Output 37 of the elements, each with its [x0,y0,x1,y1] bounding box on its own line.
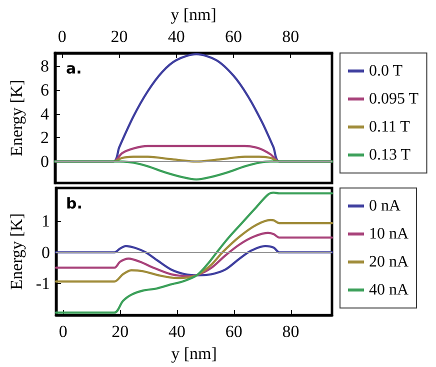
x-tick-label: 80 [282,27,300,46]
annotation: a. [66,60,82,78]
y-tick-label: 0 [40,152,49,172]
legend-label: 0.11 T [369,118,410,136]
y-tick-label: 2 [40,128,49,148]
y-tick-label: 8 [40,56,49,76]
legend-label: 10 nA [369,226,409,242]
y-tick-label: 6 [40,80,49,100]
x-tick-label: 40 [168,322,186,342]
line-series [54,160,334,181]
y-tick-label: 1 [42,211,50,230]
line-series [54,232,334,278]
legend-label: 20 nA [369,254,409,270]
line-series [54,244,334,276]
annotation: b. [66,194,82,212]
x-tick-label: 0 [58,322,68,342]
x-tick-label: 0 [58,27,66,46]
y-tick-label: 0 [42,242,50,262]
x-axis-title: y [nm] [171,344,217,363]
legend-label: 0.0 T [369,62,403,80]
x-tick-label: 40 [168,27,185,46]
y-tick-label: -1 [36,274,50,294]
x-tick-label: 80 [282,322,300,342]
line-series [54,192,334,314]
line-series [54,218,334,283]
y-axis-title: Energy [K] [7,80,26,156]
x-tick-label: 20 [112,322,129,342]
x-tick-label: 60 [225,322,242,342]
x-tick-label: 20 [110,27,128,46]
legend-label: 0.13 T [369,146,411,164]
y-axis-title: Energy [K] [7,213,26,290]
legend-label: 40 nA [369,282,409,298]
x-axis-title: y [nm] [170,5,216,24]
legend-label: 0 nA [369,198,401,214]
legend-label: 0.095 T [369,90,419,108]
x-tick-label: 60 [224,27,242,46]
y-tick-label: 4 [40,104,50,124]
